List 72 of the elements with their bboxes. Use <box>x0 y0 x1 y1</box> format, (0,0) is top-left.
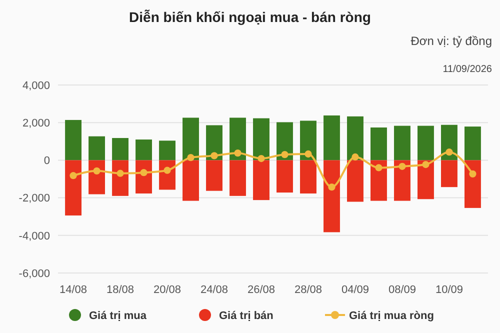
x-tick-label: 10/09 <box>435 284 463 296</box>
x-tick-label: 28/08 <box>294 284 322 296</box>
bar <box>112 160 128 196</box>
bar <box>276 160 293 193</box>
bar <box>347 160 364 202</box>
bar <box>65 120 82 160</box>
legend-label: Giá trị mua <box>89 310 148 322</box>
bar <box>182 160 199 201</box>
bar <box>394 126 410 160</box>
point <box>281 151 288 158</box>
bar <box>230 118 246 160</box>
point <box>210 152 218 160</box>
bar <box>206 160 222 191</box>
point <box>93 167 100 174</box>
bar <box>159 140 176 160</box>
bar <box>300 160 316 194</box>
point <box>187 154 194 162</box>
point <box>70 172 77 180</box>
point <box>258 154 265 162</box>
bar <box>65 160 82 216</box>
bar <box>88 160 105 194</box>
bar <box>441 160 458 188</box>
text: Đơn vị: tỷ đồng <box>410 34 492 48</box>
x-tick-label: 04/09 <box>341 284 370 296</box>
x-tick-label: 20/08 <box>153 284 182 296</box>
point <box>446 148 453 156</box>
x-tick-label: 26/08 <box>247 284 276 296</box>
bar <box>418 126 434 160</box>
bar <box>253 118 270 160</box>
bar <box>136 140 152 160</box>
bar <box>418 160 434 200</box>
point <box>164 166 171 174</box>
point <box>398 162 406 170</box>
point <box>469 170 476 178</box>
bar <box>300 120 316 160</box>
bar <box>88 136 105 160</box>
x-tick-label: 18/08 <box>106 284 134 296</box>
point <box>116 170 124 177</box>
point <box>140 169 148 176</box>
bar <box>370 160 387 201</box>
point <box>422 160 430 168</box>
bar <box>464 126 481 160</box>
bar <box>324 160 340 232</box>
point <box>375 164 382 172</box>
point <box>328 184 336 191</box>
point <box>234 149 242 157</box>
y-tick-label: -6,000 <box>18 268 50 280</box>
legend-label: Giá trị mua ròng <box>349 310 434 322</box>
x-tick-label: 24/08 <box>200 284 228 296</box>
bar <box>464 160 481 208</box>
y-tick-label: 2,000 <box>22 117 50 130</box>
chart-title: Diễn biến khối ngoại mua - bán ròng <box>129 9 371 25</box>
y-tick-label: -4,000 <box>18 230 50 242</box>
y-tick-label: 0 <box>44 155 50 168</box>
bar <box>253 160 270 200</box>
bar <box>206 125 222 160</box>
x-tick-label: 08/09 <box>388 284 416 296</box>
bar <box>230 160 246 196</box>
bar <box>394 160 410 201</box>
bar <box>112 138 128 160</box>
point <box>304 150 312 158</box>
y-tick-label: 4,000 <box>22 80 50 92</box>
y-tick-label: -2,000 <box>18 192 50 205</box>
bar <box>182 118 199 160</box>
bar <box>347 116 364 160</box>
legend-label: Giá trị bán <box>219 310 274 322</box>
x-tick-label: 14/08 <box>60 284 88 296</box>
bar <box>370 127 387 160</box>
bar <box>324 115 340 160</box>
text: 11/09/2026 <box>442 64 492 75</box>
point <box>352 153 359 161</box>
bar <box>276 122 293 160</box>
